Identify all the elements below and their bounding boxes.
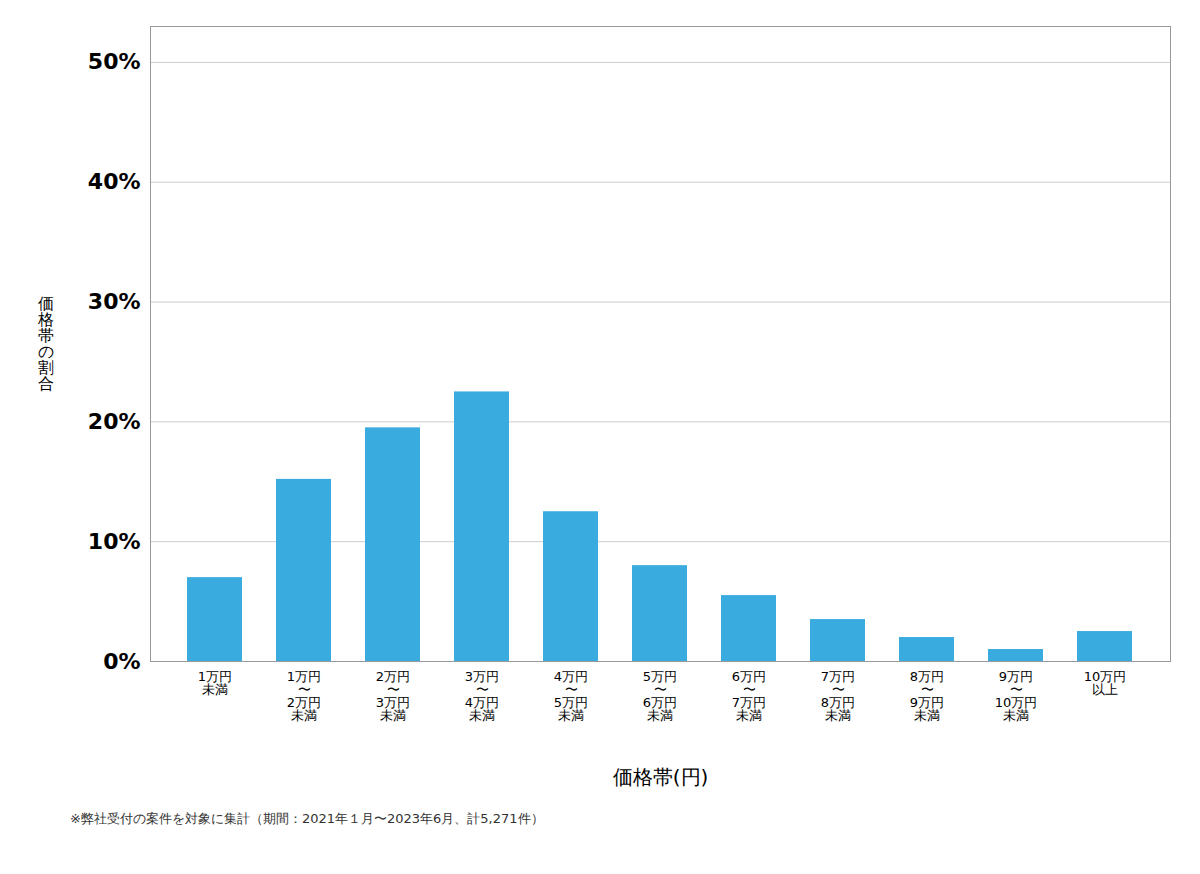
svg-text:40%: 40%: [88, 169, 141, 194]
html-text:※弊社受付の案件を対象に集計（期間：2021年１月〜2023: ※弊社受付の案件を対象に集計（期間：2021年１月〜2023年6月、計5,271…: [70, 811, 544, 826]
svg-text:5万円〜6万円未満: 5万円〜6万円未満: [643, 669, 677, 723]
svg-text:20%: 20%: [88, 409, 141, 434]
svg-text:4万円〜5万円未満: 4万円〜5万円未満: [554, 669, 588, 723]
svg-text:0%: 0%: [103, 649, 140, 674]
svg-text:1万円未満: 1万円未満: [198, 669, 232, 697]
svg-text:2万円〜3万円未満: 2万円〜3万円未満: [376, 669, 410, 723]
svg-text:価格帯の割合: 価格帯の割合: [37, 294, 54, 393]
svg-text:50%: 50%: [88, 49, 141, 74]
svg-text:6万円〜7万円未満: 6万円〜7万円未満: [732, 669, 766, 723]
svg-text:10%: 10%: [88, 529, 141, 554]
svg-text:3万円〜4万円未満: 3万円〜4万円未満: [465, 669, 499, 723]
svg-text:8万円〜9万円未満: 8万円〜9万円未満: [910, 669, 944, 723]
svg-text:9万円〜10万円未満: 9万円〜10万円未満: [995, 669, 1038, 723]
svg-text:7万円〜8万円未満: 7万円〜8万円未満: [821, 669, 855, 723]
svg-text:30%: 30%: [88, 289, 141, 314]
svg-text:1万円〜2万円未満: 1万円〜2万円未満: [287, 669, 321, 723]
svg-text:価格帯(円): 価格帯(円): [613, 765, 709, 789]
svg-text:10万円以上: 10万円以上: [1084, 669, 1127, 697]
